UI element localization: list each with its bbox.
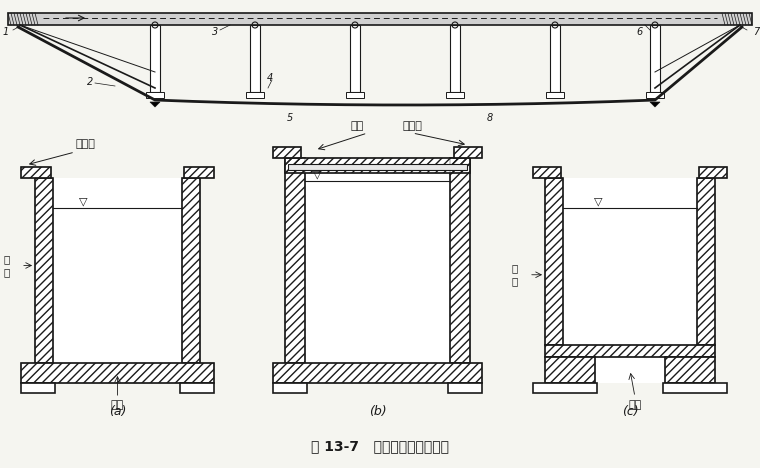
Bar: [288, 164, 467, 170]
Bar: [448, 383, 482, 393]
Bar: [305, 173, 450, 363]
Bar: [533, 383, 597, 393]
Bar: [150, 25, 160, 92]
Bar: [545, 178, 563, 345]
Bar: [454, 147, 482, 158]
Bar: [697, 178, 715, 345]
Bar: [545, 345, 715, 357]
Text: 侧
墙: 侧 墙: [511, 263, 518, 286]
Bar: [146, 92, 164, 98]
Bar: [450, 25, 460, 92]
Text: 侧
墙: 侧 墙: [4, 254, 10, 277]
Bar: [450, 158, 470, 363]
Text: 4: 4: [267, 73, 273, 83]
Text: (b): (b): [369, 404, 386, 417]
Bar: [346, 92, 364, 98]
Text: 人行道: 人行道: [403, 121, 423, 131]
Text: 8: 8: [487, 113, 493, 123]
Bar: [35, 178, 53, 363]
Bar: [545, 178, 563, 345]
Bar: [21, 363, 214, 383]
Bar: [533, 167, 561, 178]
Bar: [184, 167, 214, 178]
Bar: [250, 25, 260, 92]
Bar: [182, 178, 200, 363]
Text: 横肋: 横肋: [629, 400, 641, 410]
Text: 6: 6: [637, 27, 643, 37]
Text: 底板: 底板: [111, 400, 124, 410]
Bar: [665, 357, 715, 383]
Bar: [182, 178, 200, 363]
Bar: [550, 25, 560, 92]
Bar: [21, 167, 51, 178]
Bar: [285, 158, 470, 173]
Text: 横杆: 横杆: [351, 121, 364, 131]
Bar: [595, 345, 665, 383]
Text: 图 13-7   矩形渡槽横断面型式: 图 13-7 矩形渡槽横断面型式: [311, 439, 449, 453]
Text: 5: 5: [287, 113, 293, 123]
Text: ▽: ▽: [312, 169, 321, 179]
Bar: [184, 167, 214, 178]
Bar: [350, 25, 360, 92]
Bar: [180, 383, 214, 393]
Text: 3: 3: [212, 27, 218, 37]
Bar: [699, 167, 727, 178]
Polygon shape: [150, 102, 160, 107]
Bar: [545, 357, 595, 383]
Bar: [35, 178, 53, 363]
Bar: [273, 383, 307, 393]
Text: ▽: ▽: [594, 196, 602, 206]
Bar: [646, 92, 664, 98]
Polygon shape: [650, 102, 660, 107]
Bar: [545, 357, 595, 383]
Bar: [446, 92, 464, 98]
Bar: [697, 178, 715, 345]
Bar: [663, 383, 727, 393]
Bar: [273, 363, 482, 383]
Bar: [285, 158, 470, 173]
Text: 7: 7: [753, 27, 759, 37]
Bar: [21, 363, 214, 383]
Text: 人行道: 人行道: [75, 139, 95, 149]
Text: (a): (a): [109, 404, 126, 417]
Text: (c): (c): [622, 404, 638, 417]
Bar: [246, 92, 264, 98]
Bar: [533, 167, 561, 178]
Bar: [285, 158, 305, 363]
Bar: [21, 167, 51, 178]
Bar: [699, 167, 727, 178]
Bar: [273, 147, 301, 158]
Text: 2: 2: [87, 77, 93, 87]
Bar: [273, 363, 482, 383]
Text: 1: 1: [3, 27, 9, 37]
Bar: [273, 147, 301, 158]
Bar: [665, 357, 715, 383]
Bar: [454, 147, 482, 158]
Bar: [285, 158, 305, 363]
Bar: [450, 158, 470, 363]
Bar: [546, 92, 564, 98]
Bar: [21, 383, 55, 393]
Text: ▽: ▽: [79, 196, 87, 206]
Bar: [563, 178, 697, 345]
Bar: [8, 13, 752, 25]
Bar: [53, 178, 182, 363]
Bar: [650, 25, 660, 92]
Bar: [545, 345, 715, 357]
